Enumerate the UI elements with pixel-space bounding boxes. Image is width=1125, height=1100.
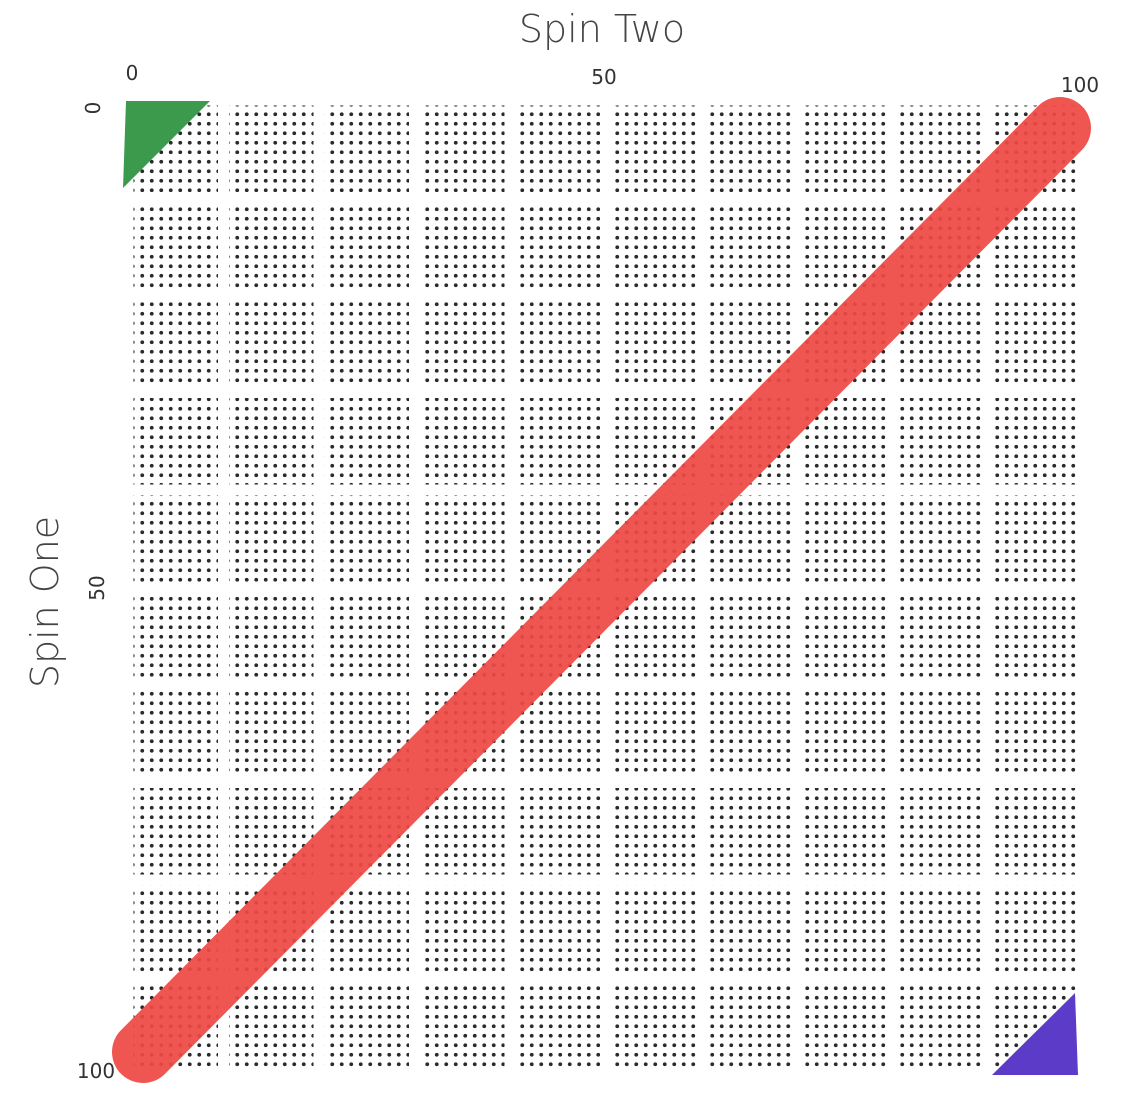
dot-block <box>133 690 218 777</box>
dot-block <box>324 398 409 485</box>
dot-block <box>133 495 218 582</box>
dot-block <box>993 398 1078 485</box>
dot-block <box>611 690 696 777</box>
dot-block <box>133 300 218 387</box>
dot-block <box>897 885 982 972</box>
dot-block <box>993 885 1078 972</box>
dot-block <box>324 885 409 972</box>
dot-block <box>706 788 791 875</box>
dot-block <box>229 690 314 777</box>
dot-block <box>420 300 505 387</box>
dot-block <box>420 203 505 290</box>
dot-block <box>611 105 696 192</box>
dot-block <box>515 788 600 875</box>
dot-block <box>611 203 696 290</box>
dot-block <box>420 983 505 1070</box>
dot-block <box>802 105 887 192</box>
dot-block <box>706 593 791 680</box>
dot-block <box>229 593 314 680</box>
dot-block <box>897 788 982 875</box>
left-tick-50: 50 <box>85 575 109 600</box>
dot-block <box>515 983 600 1070</box>
dot-block <box>611 788 696 875</box>
dot-block <box>420 495 505 582</box>
top-tick-50: 50 <box>591 65 616 89</box>
dot-block <box>229 105 314 192</box>
dot-block <box>897 983 982 1070</box>
dot-block <box>324 300 409 387</box>
dot-block <box>324 983 409 1070</box>
top-tick-100: 100 <box>1061 73 1099 97</box>
dot-block <box>420 885 505 972</box>
dot-block <box>802 983 887 1070</box>
dot-block <box>611 983 696 1070</box>
dot-block <box>515 203 600 290</box>
dot-block <box>993 690 1078 777</box>
left-axis-title: Spin One <box>23 516 67 688</box>
dot-block <box>420 105 505 192</box>
dot-block <box>706 105 791 192</box>
dot-block <box>229 398 314 485</box>
dot-block <box>133 203 218 290</box>
dot-block <box>324 593 409 680</box>
dot-block <box>420 398 505 485</box>
dot-block <box>802 593 887 680</box>
dot-block <box>324 105 409 192</box>
dot-block <box>706 203 791 290</box>
dot-block <box>324 495 409 582</box>
diagonal-band <box>112 97 1091 1083</box>
dot-block <box>993 495 1078 582</box>
left-tick-0: 0 <box>81 102 105 115</box>
dot-block <box>515 300 600 387</box>
dot-block <box>897 495 982 582</box>
top-left-triangle <box>123 101 210 188</box>
dot-block <box>706 983 791 1070</box>
dot-block <box>993 788 1078 875</box>
dot-block <box>133 398 218 485</box>
bottom-right-triangle <box>992 993 1078 1075</box>
dot-block <box>897 690 982 777</box>
dot-block <box>993 300 1078 387</box>
dot-block <box>897 398 982 485</box>
dot-block <box>229 300 314 387</box>
dot-block <box>897 593 982 680</box>
dot-block <box>611 300 696 387</box>
dot-block <box>324 203 409 290</box>
dot-block <box>229 983 314 1070</box>
dot-block <box>229 495 314 582</box>
dot-block <box>515 105 600 192</box>
dot-block <box>802 690 887 777</box>
dot-block <box>706 690 791 777</box>
dot-block <box>515 398 600 485</box>
dot-block <box>802 788 887 875</box>
dot-block <box>133 593 218 680</box>
dot-block <box>515 885 600 972</box>
dot-block <box>802 885 887 972</box>
dot-block <box>993 593 1078 680</box>
dot-block <box>802 495 887 582</box>
dot-block <box>133 788 218 875</box>
dot-block <box>706 885 791 972</box>
dot-block <box>611 885 696 972</box>
top-axis-title: Spin Two <box>519 7 685 51</box>
dot-block <box>229 203 314 290</box>
left-tick-100: 100 <box>77 1059 115 1083</box>
top-tick-0: 0 <box>126 61 139 85</box>
